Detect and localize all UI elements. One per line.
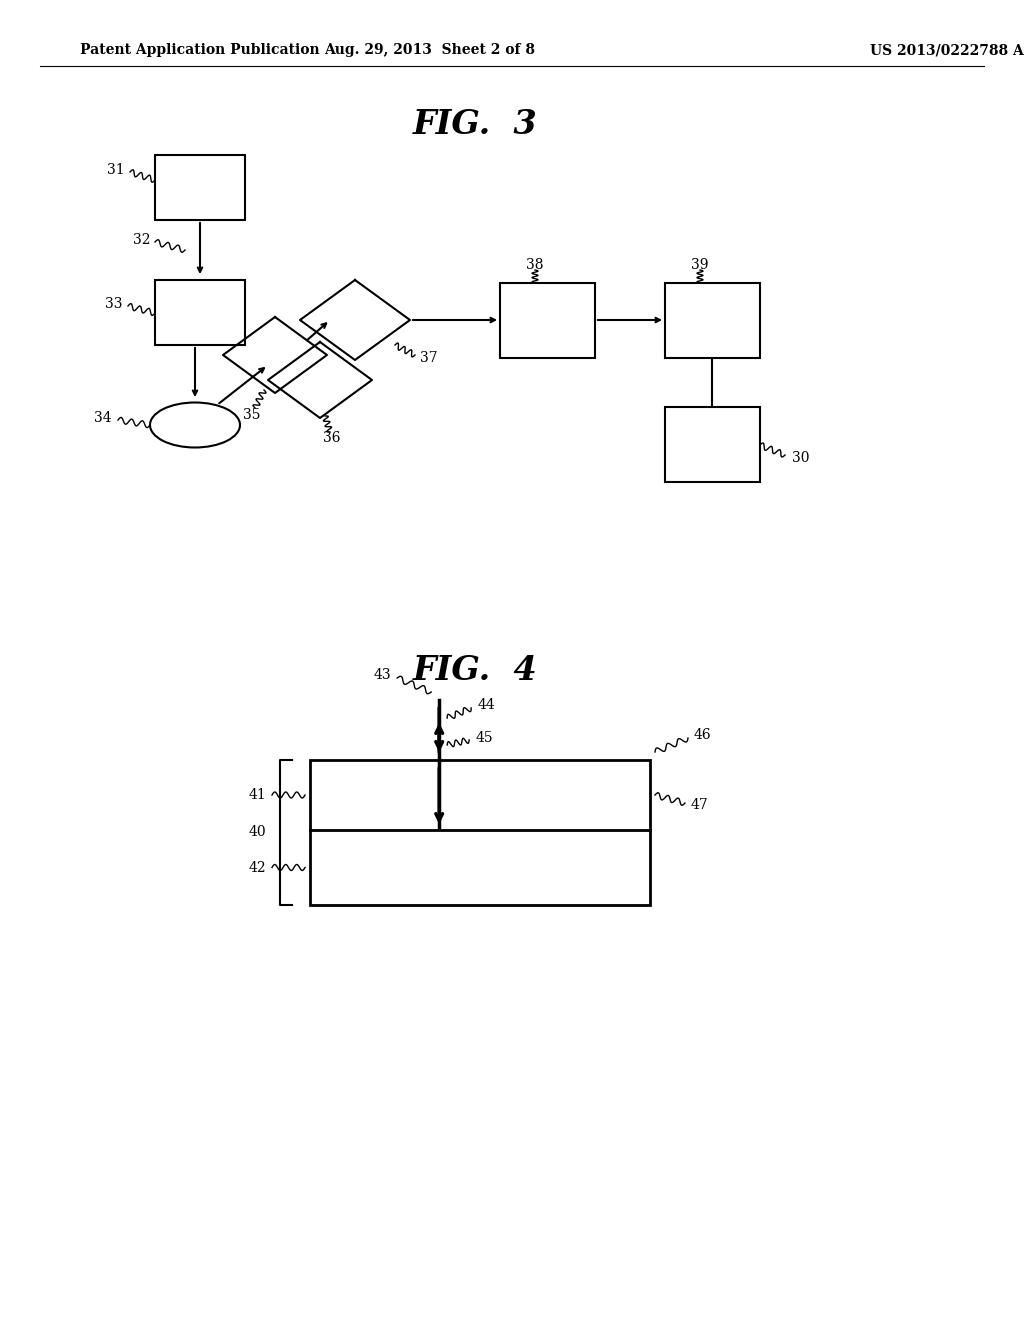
Bar	[155, 154, 245, 220]
Text: 41: 41	[248, 788, 266, 803]
Bar	[665, 407, 760, 482]
Text: US 2013/0222788 A1: US 2013/0222788 A1	[870, 44, 1024, 57]
Text: 45: 45	[475, 731, 493, 744]
Text: 43: 43	[374, 668, 391, 682]
Text: Aug. 29, 2013  Sheet 2 of 8: Aug. 29, 2013 Sheet 2 of 8	[325, 44, 536, 57]
Bar	[310, 760, 650, 906]
Text: 32: 32	[132, 234, 150, 247]
Text: 46: 46	[694, 729, 712, 742]
Text: 31: 31	[108, 162, 125, 177]
Text: 35: 35	[244, 408, 261, 422]
Text: 37: 37	[420, 351, 437, 366]
Text: 42: 42	[249, 861, 266, 874]
Bar	[500, 282, 595, 358]
Text: Patent Application Publication: Patent Application Publication	[80, 44, 319, 57]
Text: FIG.  3: FIG. 3	[413, 108, 538, 141]
Bar	[665, 282, 760, 358]
Text: 44: 44	[477, 698, 495, 711]
Text: 39: 39	[691, 257, 709, 272]
Bar	[155, 280, 245, 345]
Ellipse shape	[150, 403, 240, 447]
Text: FIG.  4: FIG. 4	[413, 653, 538, 686]
Text: 38: 38	[526, 257, 544, 272]
Text: 30: 30	[792, 451, 810, 465]
Text: 47: 47	[691, 799, 709, 812]
Text: 34: 34	[94, 411, 112, 425]
Text: 36: 36	[324, 432, 341, 445]
Text: 33: 33	[105, 297, 123, 312]
Text: 40: 40	[249, 825, 266, 840]
